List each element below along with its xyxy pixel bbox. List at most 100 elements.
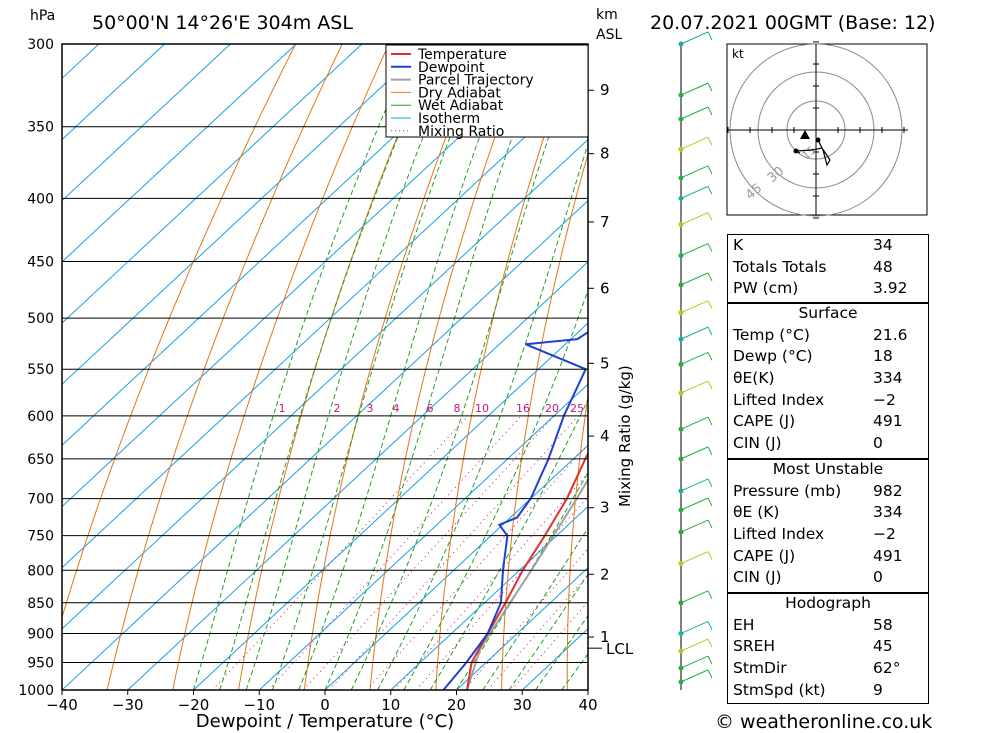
mixing-ratio-line: [328, 415, 579, 690]
wind-barb-flag: [707, 31, 713, 41]
legend-entry: Mixing Ratio: [418, 124, 504, 140]
km-tick-label: 3: [600, 499, 610, 517]
stmdir-row: StmDir 62°: [728, 658, 928, 680]
wind-barb: [680, 669, 709, 683]
mixing-ratio-line: [393, 472, 588, 690]
mixing-ratio-label: 16: [516, 402, 530, 415]
mu-cape-value: 491: [873, 546, 903, 565]
pressure-tick-label: 400: [27, 191, 54, 207]
wind-barb-flag: [707, 519, 713, 529]
temperature-line: [466, 451, 588, 690]
isotherm-line: [324, 444, 588, 690]
pressure-tick-label: 350: [27, 120, 54, 136]
pressure-tick-label: 450: [27, 255, 54, 271]
isotherm-line: [62, 77, 588, 569]
wind-barb-flag: [707, 621, 713, 630]
surface-table: Surface Temp (°C) 21.6 Dewp (°C) 18 θE(K) 3…: [727, 302, 929, 460]
stmdir-label: StmDir: [733, 659, 787, 678]
wind-barb-flag: [707, 243, 713, 252]
isotherm-line: [390, 505, 588, 690]
mixing-ratio-label: 3: [367, 402, 374, 415]
sreh-value: 45: [873, 637, 893, 656]
pressure-tick-label: 650: [27, 452, 54, 468]
surface-theta-label: θE(K): [733, 369, 775, 388]
wind-barb-flag: [707, 352, 713, 361]
location-title: 50°00'N 14°26'E 304m ASL: [92, 12, 353, 34]
surface-cape-label: CAPE (J): [733, 412, 796, 431]
km-tick-label: 5: [600, 354, 610, 372]
isotherm-line: [62, 44, 429, 385]
mixing-ratio-line: [212, 415, 469, 690]
pressure-tick-label: 950: [27, 655, 54, 671]
wind-barb: [680, 31, 709, 45]
surface-li-label: Lifted Index: [733, 390, 825, 409]
surface-li-row: Lifted Index −2: [728, 390, 928, 412]
mixing-ratio-label: 2: [334, 402, 341, 415]
wind-barb-flag: [707, 669, 713, 679]
isotherm-line: [62, 44, 363, 324]
pressure-tick-label: 550: [27, 362, 54, 378]
pressure-tick-label: 500: [27, 311, 54, 327]
mixing-ratio-label: 6: [427, 402, 434, 415]
isotherm-line: [62, 138, 588, 630]
mu-pressure-row: Pressure (mb) 982: [728, 481, 928, 503]
mu-li-value: −2: [873, 525, 896, 544]
eh-label: EH: [733, 615, 755, 634]
mu-cin-row: CIN (J) 0: [728, 567, 928, 589]
pw-label: PW (cm): [733, 279, 799, 298]
mixing-ratio-axis-label: Mixing Ratio (g/kg): [616, 365, 634, 507]
plot-frame: [61, 43, 589, 691]
hodo-title: Hodograph: [785, 594, 871, 612]
legend-entry: Isotherm: [418, 111, 480, 127]
surface-temp-value: 21.6: [873, 325, 908, 344]
totals-value: 48: [873, 257, 893, 276]
wet-adiabat-line: [219, 44, 438, 690]
dry-adiabat-line: [106, 44, 343, 690]
mixing-ratio-label: 8: [454, 402, 461, 415]
mu-pressure-value: 982: [873, 481, 903, 500]
wind-barb-flag: [707, 137, 713, 146]
isotherm-line: [62, 44, 231, 202]
wet-adiabat-line: [324, 44, 547, 690]
wind-barb-flag: [707, 551, 713, 560]
wind-barb: [680, 165, 709, 179]
x-tick-label: −30: [112, 696, 144, 714]
surface-dewp-value: 18: [873, 347, 893, 366]
mu-theta-label: θE (K): [733, 503, 780, 522]
pressure-tick-label: 850: [27, 596, 54, 612]
km-unit-label: km: [596, 7, 618, 23]
pressure-tick-label: 600: [27, 409, 54, 425]
wet-adiabat-line: [377, 142, 588, 690]
hodograph-trace: [793, 139, 831, 167]
surface-cin-row: CIN (J) 0: [728, 433, 928, 455]
isotherm-line: [62, 44, 297, 263]
surface-dewp-row: Dewp (°C) 18: [728, 346, 928, 368]
pressure-unit-label: hPa: [30, 8, 56, 24]
mu-theta-value: 334: [873, 503, 903, 522]
wind-barb: [680, 416, 709, 430]
wind-barb: [680, 590, 709, 604]
mixing-ratio-label: 4: [393, 402, 400, 415]
wind-barb: [680, 300, 709, 314]
dry-adiabat-line: [238, 44, 436, 690]
surface-temp-label: Temp (°C): [733, 325, 810, 344]
legend-box: [385, 44, 589, 138]
surface-temp-row: Temp (°C) 21.6: [728, 325, 928, 347]
wet-adiabat-line: [534, 614, 588, 690]
legend-entry: Temperature: [417, 47, 507, 63]
x-tick-label: 40: [578, 696, 597, 714]
surface-theta-row: θE(K) 334: [728, 368, 928, 390]
site-credit[interactable]: © weatheronline.co.uk: [715, 711, 933, 733]
mixing-ratio-label: 25: [570, 402, 584, 415]
wind-barb: [680, 519, 709, 533]
mixing-ratio-label: 1: [279, 402, 286, 415]
wet-adiabat-line: [193, 44, 415, 690]
km-tick-label: 7: [600, 213, 610, 231]
k-index-label: K: [733, 236, 744, 254]
mu-cin-label: CIN (J): [733, 568, 782, 587]
wind-barb: [680, 185, 709, 199]
x-tick-label: −20: [178, 696, 210, 714]
wind-barb: [680, 243, 709, 257]
wind-barb-flag: [707, 82, 713, 92]
k-index-row: K 34: [728, 235, 928, 257]
